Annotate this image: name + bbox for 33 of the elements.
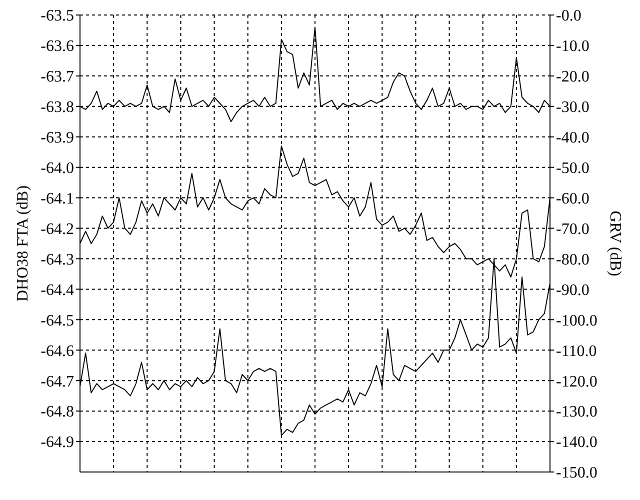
y2-tick-label: -90.0 [556,282,590,299]
y2-tick-label: -130.0 [556,404,598,421]
y2-tick-label: -40.0 [556,130,590,147]
y2-tick-label: -20.0 [556,68,590,86]
y2-tick-label: -110.0 [556,342,597,360]
y-tick-label: -64.3 [40,251,74,268]
y-tick-label: -64.6 [40,342,74,360]
y2-tick-label: -0.0 [556,8,582,25]
y-tick-label: -64.9 [40,434,74,452]
y2-tick-label: -10.0 [556,38,590,56]
y2-tick-label: -70.0 [556,220,590,238]
y-tick-label: -64.4 [40,282,74,299]
y2-tick-label: -150.0 [556,464,598,482]
y-tick-label: -64.5 [40,312,74,330]
y2-axis-title: GRV (dB) [606,210,624,276]
y-tick-label: -64.7 [40,373,74,390]
y-tick-label: -63.7 [40,68,74,86]
y-tick-label: -64.2 [40,220,74,238]
y2-tick-label: -30.0 [556,99,590,116]
y-tick-label: -63.9 [40,130,74,147]
y2-tick-label: -80.0 [556,251,590,268]
y-tick-label: -64.0 [40,160,74,178]
y-tick-label: -63.6 [40,38,74,56]
y-tick-label: -64.8 [40,404,74,421]
y2-tick-label: -50.0 [556,160,590,178]
y2-tick-label: -60.0 [556,190,590,208]
y-tick-label: -63.5 [40,8,74,25]
y-axis-title: DHO38 FTA (dB) [14,185,32,302]
y-tick-label: -64.1 [40,190,74,208]
y2-tick-label: -140.0 [556,434,598,452]
y2-tick-label: -100.0 [556,312,598,330]
y-tick-label: -63.8 [40,99,74,116]
y2-tick-label: -120.0 [556,373,598,390]
